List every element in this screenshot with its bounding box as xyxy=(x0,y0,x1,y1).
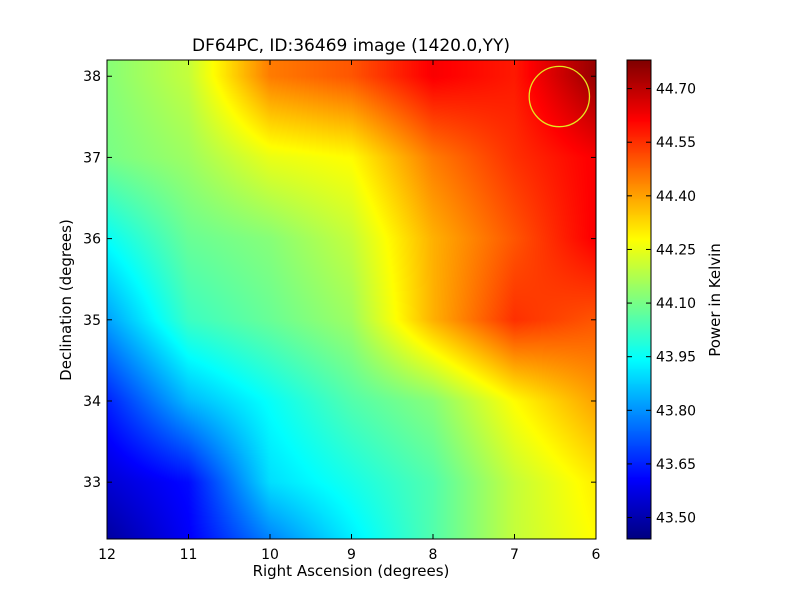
colorbar-tick-label: 43.65 xyxy=(656,457,696,473)
x-tick-label: 12 xyxy=(98,547,116,563)
chart-title: DF64PC, ID:36469 image (1420.0,YY) xyxy=(192,36,510,56)
colorbar-ticks: 43.50 43.65 43.80 43.95 44.10 44.25 44.40 44.55… xyxy=(627,82,696,527)
colorbar-tick-label: 44.55 xyxy=(656,135,696,151)
y-tick-label: 38 xyxy=(83,69,101,85)
colorbar-gradient xyxy=(627,60,651,539)
colorbar-tick-label: 43.80 xyxy=(656,403,696,419)
x-tick-label: 8 xyxy=(429,547,438,563)
y-tick-label: 36 xyxy=(83,232,101,248)
colorbar-tick-label: 44.10 xyxy=(656,296,696,312)
colorbar-tick-label: 43.50 xyxy=(656,511,696,527)
colorbar-tick-label: 44.25 xyxy=(656,242,696,258)
x-tick-label: 6 xyxy=(592,547,601,563)
x-tick-label: 10 xyxy=(261,547,279,563)
y-tick-label: 33 xyxy=(83,475,101,491)
x-tick-label: 7 xyxy=(510,547,519,563)
x-axis-label: Right Ascension (degrees) xyxy=(253,562,450,580)
colorbar-tick-label: 44.70 xyxy=(656,82,696,98)
y-tick-label: 35 xyxy=(83,313,101,329)
y-tick-label: 37 xyxy=(83,150,101,166)
colorbar-frame xyxy=(626,59,652,540)
highlight-circle xyxy=(528,65,591,128)
x-tick-label: 11 xyxy=(180,547,198,563)
x-axis-ticks: 12 11 10 9 8 7 6 xyxy=(98,60,601,563)
y-tick-label: 34 xyxy=(83,394,101,410)
heatmap-plot-area: 12 11 10 9 8 7 6 33 34 35 36 37 38 xyxy=(83,59,601,563)
colorbar-tick-label: 43.95 xyxy=(656,350,696,366)
colorbar-tick-label: 44.40 xyxy=(656,189,696,205)
heatmap-image xyxy=(107,60,596,539)
y-axis-label: Declination (degrees) xyxy=(57,219,75,381)
x-tick-label: 9 xyxy=(347,547,356,563)
colorbar-label: Power in Kelvin xyxy=(706,243,724,357)
colorbar: 43.50 43.65 43.80 43.95 44.10 44.25 44.40 44.55… xyxy=(626,59,724,540)
y-axis-ticks: 33 34 35 36 37 38 xyxy=(83,69,596,491)
